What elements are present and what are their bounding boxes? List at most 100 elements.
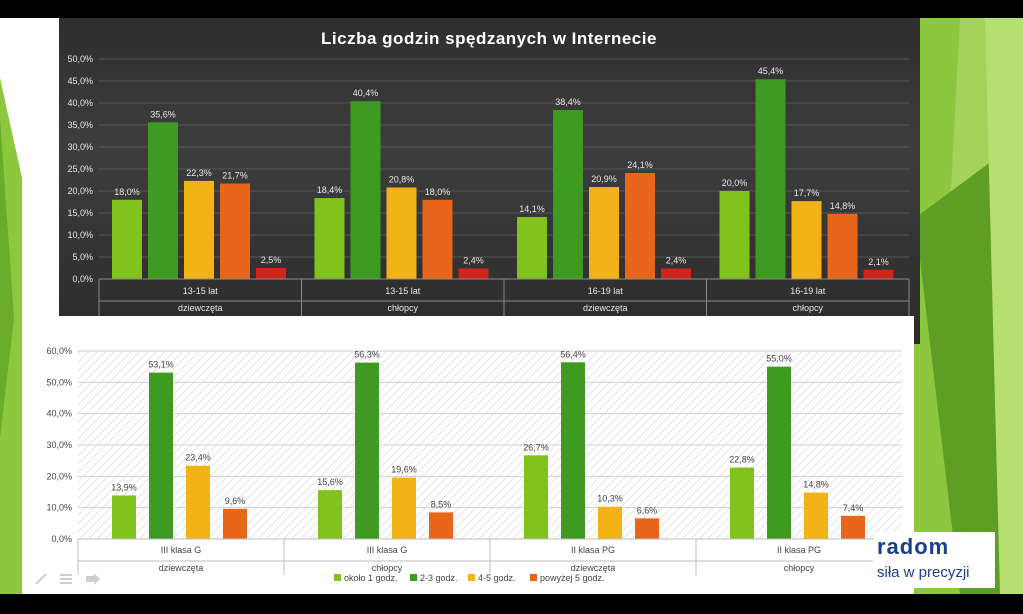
bar bbox=[767, 366, 791, 539]
bar bbox=[804, 492, 828, 539]
bar bbox=[827, 213, 858, 279]
bar bbox=[635, 518, 659, 539]
slide-toolbar bbox=[34, 570, 104, 591]
data-label: 22,3% bbox=[186, 168, 212, 178]
bar bbox=[458, 268, 489, 279]
data-label: 45,4% bbox=[758, 66, 784, 76]
data-label: 56,3% bbox=[354, 350, 380, 360]
bar bbox=[524, 455, 548, 539]
logo-main-text: radom bbox=[877, 534, 950, 559]
x-category-label: III klasa G bbox=[367, 545, 408, 555]
data-label: 18,4% bbox=[317, 185, 343, 195]
bar bbox=[730, 467, 754, 539]
x-group-label: chłopcy bbox=[792, 303, 823, 313]
x-group-label: dziewczęta bbox=[159, 563, 204, 573]
y-tick-label: 50,0% bbox=[67, 54, 93, 64]
data-label: 8,5% bbox=[431, 499, 452, 509]
logo-sub-text: siła w precyzji bbox=[877, 564, 970, 581]
data-label: 14,8% bbox=[830, 201, 856, 211]
y-tick-label: 45,0% bbox=[67, 76, 93, 86]
chart-bottom: 0,0% 10,0% 20,0% 30,0% 40,0% 50,0% 60,0% 13,9% 5… bbox=[22, 316, 914, 594]
chart-top-title: Liczba godzin spędzanych w Internecie bbox=[321, 29, 657, 48]
data-label: 40,4% bbox=[353, 88, 379, 98]
bar bbox=[791, 201, 822, 279]
bar bbox=[598, 506, 622, 539]
y-tick-label: 20,0% bbox=[67, 186, 93, 196]
data-label: 14,8% bbox=[803, 480, 829, 490]
data-label: 20,0% bbox=[722, 178, 748, 188]
y-tick-label: 15,0% bbox=[67, 208, 93, 218]
y-tick-label: 10,0% bbox=[67, 230, 93, 240]
x-category-label: III klasa G bbox=[161, 545, 202, 555]
menu-icon[interactable] bbox=[60, 574, 72, 584]
data-label: 2,1% bbox=[868, 257, 889, 267]
y-tick-label: 20,0% bbox=[46, 471, 72, 481]
green-decoration bbox=[0, 18, 1023, 594]
legend-label: 4-5 godz. bbox=[478, 573, 516, 583]
data-label: 18,0% bbox=[114, 187, 140, 197]
data-label: 14,1% bbox=[519, 204, 545, 214]
data-label: 19,6% bbox=[391, 465, 417, 475]
bar bbox=[755, 79, 786, 279]
radom-logo: radom siła w precyzji bbox=[873, 532, 995, 588]
bar bbox=[318, 490, 342, 539]
bar bbox=[841, 515, 865, 539]
data-label: 53,1% bbox=[148, 360, 174, 370]
bar bbox=[355, 362, 379, 539]
data-label: 7,4% bbox=[843, 503, 864, 513]
legend-label: około 1 godz. bbox=[344, 573, 398, 583]
y-tick-label: 25,0% bbox=[67, 164, 93, 174]
data-label: 24,1% bbox=[627, 160, 653, 170]
legend-swatch bbox=[334, 574, 341, 581]
data-label: 35,6% bbox=[150, 109, 176, 119]
data-label: 23,4% bbox=[185, 453, 211, 463]
legend-label: 2-3 godz. bbox=[420, 573, 458, 583]
bar bbox=[386, 187, 417, 279]
bar bbox=[589, 187, 619, 279]
bar bbox=[719, 191, 750, 279]
data-label: 18,0% bbox=[425, 187, 451, 197]
x-category-label: 16-19 lat bbox=[790, 286, 826, 296]
legend-swatch bbox=[468, 574, 475, 581]
bar bbox=[149, 372, 173, 539]
data-label: 17,7% bbox=[794, 188, 820, 198]
x-category-label: II klasa PG bbox=[777, 545, 821, 555]
pen-icon[interactable] bbox=[35, 573, 47, 585]
x-group-label: dziewczęta bbox=[583, 303, 628, 313]
y-tick-label: 10,0% bbox=[46, 503, 72, 513]
bar bbox=[223, 508, 247, 539]
slide: Liczba godzin spędzanych w Internecie 0,… bbox=[0, 18, 1023, 594]
bar bbox=[553, 110, 583, 279]
bar bbox=[422, 199, 453, 279]
arrow-right-icon[interactable] bbox=[86, 573, 100, 585]
data-label: 15,6% bbox=[317, 477, 343, 487]
data-label: 2,4% bbox=[666, 255, 687, 265]
x-category-label: 13-15 lat bbox=[183, 286, 219, 296]
bar bbox=[350, 101, 381, 280]
data-label: 20,9% bbox=[591, 174, 617, 184]
bar bbox=[625, 172, 655, 279]
bar bbox=[186, 465, 210, 539]
bar bbox=[314, 198, 345, 279]
chart-top: Liczba godzin spędzanych w Internecie 0,… bbox=[59, 18, 920, 344]
y-tick-label: 5,0% bbox=[72, 252, 93, 262]
bar bbox=[429, 512, 453, 539]
x-category-label: 16-19 lat bbox=[588, 286, 624, 296]
y-tick-label: 40,0% bbox=[67, 98, 93, 108]
bar bbox=[184, 180, 214, 279]
x-category-label: II klasa PG bbox=[571, 545, 615, 555]
y-tick-label: 40,0% bbox=[46, 409, 72, 419]
bar bbox=[661, 268, 691, 279]
y-tick-label: 50,0% bbox=[46, 377, 72, 387]
x-group-label: chłopcy bbox=[784, 563, 815, 573]
bar bbox=[148, 122, 178, 279]
x-group-label: chłopcy bbox=[372, 563, 403, 573]
legend-swatch bbox=[530, 574, 537, 581]
chart-top-svg: Liczba godzin spędzanych w Internecie 0,… bbox=[67, 29, 910, 333]
x-group-label: dziewczęta bbox=[178, 303, 223, 313]
data-label: 2,4% bbox=[463, 255, 484, 265]
bar bbox=[517, 216, 547, 279]
data-label: 13,9% bbox=[111, 482, 137, 492]
y-tick-label: 0,0% bbox=[51, 534, 72, 544]
y-tick-label: 60,0% bbox=[46, 346, 72, 356]
